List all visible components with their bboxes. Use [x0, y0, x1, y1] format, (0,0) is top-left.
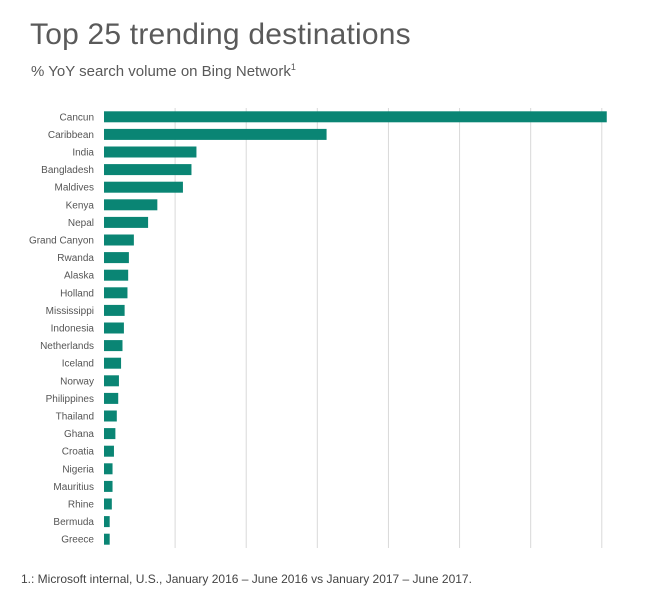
category-label-alaska: Alaska	[64, 271, 94, 282]
bar-iceland	[104, 357, 122, 369]
bar-ghana	[104, 428, 116, 440]
category-label-indonesia: Indonesia	[51, 324, 95, 335]
bar-greece	[104, 533, 110, 545]
bar-cancun	[104, 111, 607, 123]
chart-title: Top 25 trending destinations	[30, 18, 411, 51]
category-label-iceland: Iceland	[62, 359, 94, 370]
bar-bangladesh	[104, 164, 192, 176]
category-label-mississippi: Mississippi	[46, 306, 94, 317]
bars	[104, 111, 607, 545]
bar-croatia	[104, 445, 114, 457]
category-labels: Cancun Caribbean India Bangladesh Maldives Ke…	[29, 112, 94, 545]
bar-mauritius	[104, 480, 113, 492]
category-label-india: India	[72, 148, 94, 159]
bar-caribbean	[104, 128, 327, 140]
category-label-croatia: Croatia	[62, 447, 95, 458]
category-label-greece: Greece	[61, 535, 94, 546]
category-label-bangladesh: Bangladesh	[41, 165, 94, 176]
bar-alaska	[104, 269, 129, 281]
bar-bermuda	[104, 516, 110, 528]
category-label-philippines: Philippines	[46, 394, 94, 405]
bar-norway	[104, 375, 119, 387]
category-label-nigeria: Nigeria	[62, 464, 94, 475]
category-label-norway: Norway	[60, 376, 94, 387]
category-label-holland: Holland	[60, 288, 94, 299]
bar-holland	[104, 287, 128, 299]
bar-nepal	[104, 216, 149, 228]
category-label-mauritius: Mauritius	[53, 482, 94, 493]
bar-maldives	[104, 181, 183, 193]
bar-grand-canyon	[104, 234, 134, 246]
category-label-maldives: Maldives	[55, 183, 94, 194]
footnote: 1.: Microsoft internal, U.S., January 20…	[21, 572, 472, 586]
category-label-rhine: Rhine	[68, 500, 95, 511]
category-label-rwanda: Rwanda	[57, 253, 94, 264]
bar-netherlands	[104, 340, 123, 352]
category-label-cancun: Cancun	[60, 112, 94, 123]
bar-india	[104, 146, 197, 158]
category-label-caribbean: Caribbean	[48, 130, 94, 141]
bar-rhine	[104, 498, 112, 510]
category-label-bermuda: Bermuda	[53, 517, 94, 528]
bar-nigeria	[104, 463, 113, 475]
category-label-netherlands: Netherlands	[40, 341, 94, 352]
bar-mississippi	[104, 304, 125, 316]
category-label-nepal: Nepal	[68, 218, 94, 229]
bar-thailand	[104, 410, 117, 422]
footnote-marker: 1	[290, 62, 296, 72]
gridlines	[174, 108, 603, 548]
chart-subtitle: % YoY search volume on Bing Network1	[31, 62, 296, 80]
category-label-kenya: Kenya	[66, 200, 95, 211]
bar-kenya	[104, 199, 158, 211]
category-label-grand-canyon: Grand Canyon	[29, 236, 94, 247]
bar-rwanda	[104, 252, 129, 264]
category-label-ghana: Ghana	[64, 429, 94, 440]
bar-indonesia	[104, 322, 124, 334]
category-label-thailand: Thailand	[56, 412, 94, 423]
bar-philippines	[104, 392, 119, 404]
subtitle-text: % YoY search volume on Bing Network	[31, 63, 291, 80]
